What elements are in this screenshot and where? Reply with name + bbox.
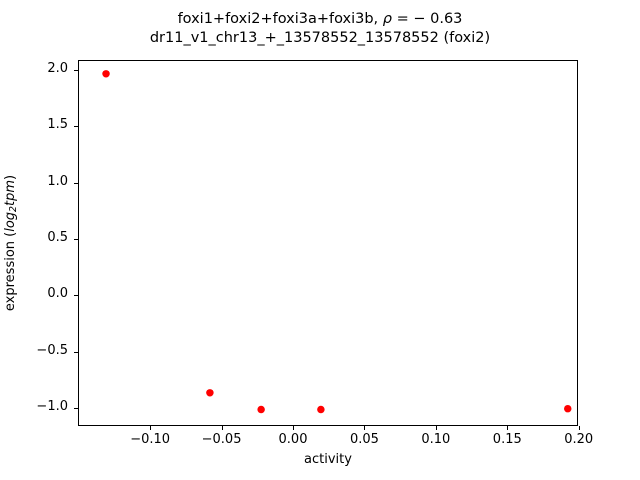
y-axis-label-container: expression (log2tpm) xyxy=(0,60,22,426)
x-tick-label: 0.20 xyxy=(564,432,594,447)
y-axis-label-subscript: 2 xyxy=(8,205,20,212)
x-tick-mark xyxy=(507,426,509,430)
x-tick-mark xyxy=(578,426,580,430)
x-tick-mark xyxy=(221,426,223,430)
y-axis-label-paren: ) xyxy=(2,174,18,180)
y-tick-label: −1.0 xyxy=(36,398,68,414)
x-tick-mark xyxy=(293,426,294,430)
y-tick-label: −0.5 xyxy=(36,342,68,358)
y-tick-label: 0.0 xyxy=(47,286,68,302)
x-tick-label: 0.00 xyxy=(278,432,308,447)
x-tick-label: 0.15 xyxy=(492,432,522,447)
y-tick-mark xyxy=(74,182,78,184)
scatter-points-layer xyxy=(102,70,572,414)
chart-title-line-1: foxi1+foxi2+foxi3a+foxi3b, ρ = − 0.63 xyxy=(0,10,640,29)
x-tick-label: −0.10 xyxy=(130,432,171,447)
chart-title-line-2: dr11_v1_chr13_+_13578552_13578552 (foxi2… xyxy=(149,30,491,46)
x-axis-label: activity xyxy=(304,452,352,467)
x-tick-label: 0.10 xyxy=(421,432,451,447)
x-tick-label: −0.05 xyxy=(201,432,242,447)
y-axis-label-text: expression ( xyxy=(2,231,18,312)
data-point xyxy=(317,405,325,414)
y-tick-mark xyxy=(74,407,78,409)
data-point xyxy=(102,70,110,78)
x-tick-mark xyxy=(435,426,437,430)
y-tick-label: 0.5 xyxy=(47,229,68,245)
y-tick-label: 1.0 xyxy=(47,173,68,189)
x-tick-mark xyxy=(150,426,152,430)
chart-title: foxi1+foxi2+foxi3a+foxi3b, ρ = − 0.63 dr… xyxy=(0,10,640,48)
y-tick-mark xyxy=(74,351,78,353)
y-tick-label: 1.5 xyxy=(47,117,68,133)
y-axis-label: expression (log2tpm) xyxy=(3,175,19,311)
plot-area xyxy=(78,60,578,426)
y-tick-mark xyxy=(74,238,78,240)
y-axis-label-log: log xyxy=(2,211,18,232)
y-tick-mark xyxy=(74,70,78,72)
chart-title-genes: foxi1+foxi2+foxi3a+foxi3b, xyxy=(177,11,383,27)
y-tick-mark xyxy=(74,295,78,297)
data-point xyxy=(206,389,214,397)
data-point xyxy=(257,405,265,414)
y-tick-label: 2.0 xyxy=(47,61,68,77)
data-point xyxy=(564,404,572,413)
rho-value: = − 0.63 xyxy=(392,11,463,27)
rho-symbol: ρ xyxy=(382,11,392,27)
x-tick-label: 0.05 xyxy=(349,432,379,447)
y-axis-label-tpm: tpm xyxy=(2,179,18,206)
y-tick-mark xyxy=(74,126,78,128)
x-tick-mark xyxy=(364,426,366,430)
